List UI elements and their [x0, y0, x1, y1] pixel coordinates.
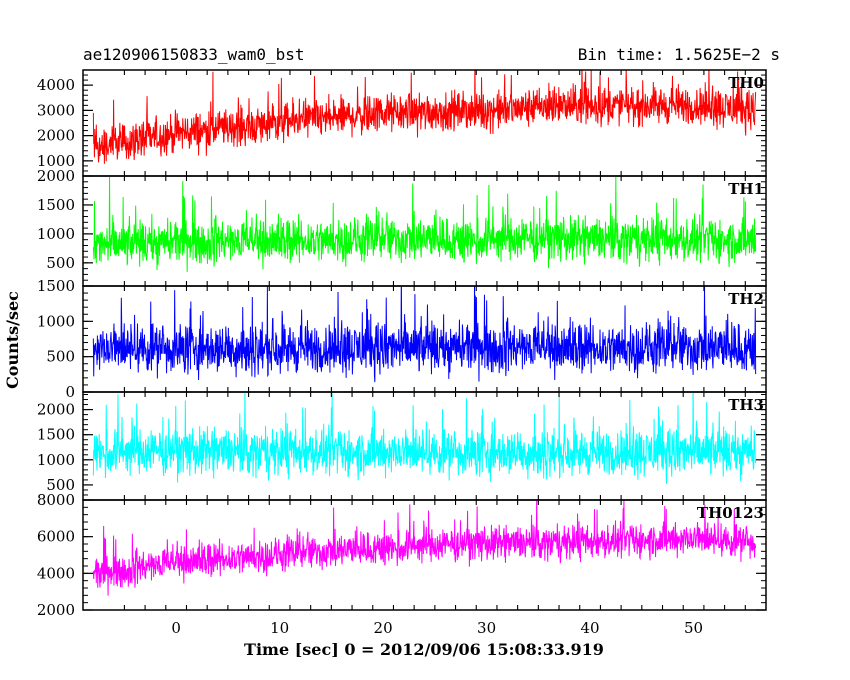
y-tick-label: 0 — [65, 383, 75, 401]
series-line-th3 — [92, 392, 757, 484]
x-tick-label: 10 — [270, 619, 289, 637]
y-tick-label: 2000 — [37, 167, 75, 185]
y-axis-label: Counts/sec — [3, 291, 22, 389]
y-tick-label: 2000 — [37, 127, 75, 145]
y-tick-label: 4000 — [37, 564, 75, 582]
x-tick-label: 20 — [374, 619, 393, 637]
series-line-th0 — [92, 70, 757, 164]
y-tick-label: 8000 — [37, 491, 75, 509]
y-tick-label: 1000 — [37, 152, 75, 170]
y-tick-label: 3000 — [37, 101, 75, 119]
panel-th2: 0 500 1000 1500 TH2 — [37, 277, 767, 401]
panel-th1: 500 1000 1500 2000 TH1 — [37, 167, 767, 287]
y-tick-label: 4000 — [37, 76, 75, 94]
y-tick-label: 500 — [46, 348, 75, 366]
panel-th0: 1000 2000 3000 4000 TH0 — [37, 69, 767, 177]
panel-th3: 500 1000 1500 2000 TH3 — [37, 391, 767, 501]
panel-label-th3: TH3 — [728, 396, 764, 414]
panel-frame — [82, 499, 767, 611]
y-tick-label: 500 — [46, 476, 75, 494]
y-tick-label: 2000 — [37, 601, 75, 619]
y-tick-label: 2000 — [37, 401, 75, 419]
x-tick-label: 30 — [477, 619, 496, 637]
panel-label-th2: TH2 — [728, 290, 764, 308]
y-tick-label: 1500 — [37, 426, 75, 444]
panel-label-th0: TH0 — [728, 74, 764, 92]
bin-time-label: Bin time: 1.5625E−2 s — [578, 45, 780, 64]
panel-th0123: 2000 4000 6000 8000 TH0123 — [37, 491, 767, 619]
y-tick-label: 6000 — [37, 528, 75, 546]
y-tick-label: 1500 — [37, 277, 75, 295]
series-line-th0123 — [92, 500, 757, 596]
x-tick-label: 40 — [581, 619, 600, 637]
panel-label-th1: TH1 — [728, 180, 764, 198]
y-tick-label: 500 — [46, 254, 75, 272]
y-tick-label: 1000 — [37, 312, 75, 330]
x-tick-label: 50 — [684, 619, 703, 637]
x-axis-label: Time [sec] 0 = 2012/09/06 15:08:33.919 — [244, 640, 604, 659]
chart-title: ae120906150833_wam0_bst — [83, 45, 305, 64]
series-line-th2 — [92, 286, 757, 383]
y-tick-label: 1000 — [37, 225, 75, 243]
panel-label-th0123: TH0123 — [697, 504, 764, 522]
y-tick-label: 1000 — [37, 451, 75, 469]
y-tick-label: 1500 — [37, 196, 75, 214]
x-tick-label: 0 — [171, 619, 181, 637]
series-line-th1 — [92, 176, 757, 272]
x-tick-labels: 0 10 20 30 40 50 — [171, 619, 703, 637]
